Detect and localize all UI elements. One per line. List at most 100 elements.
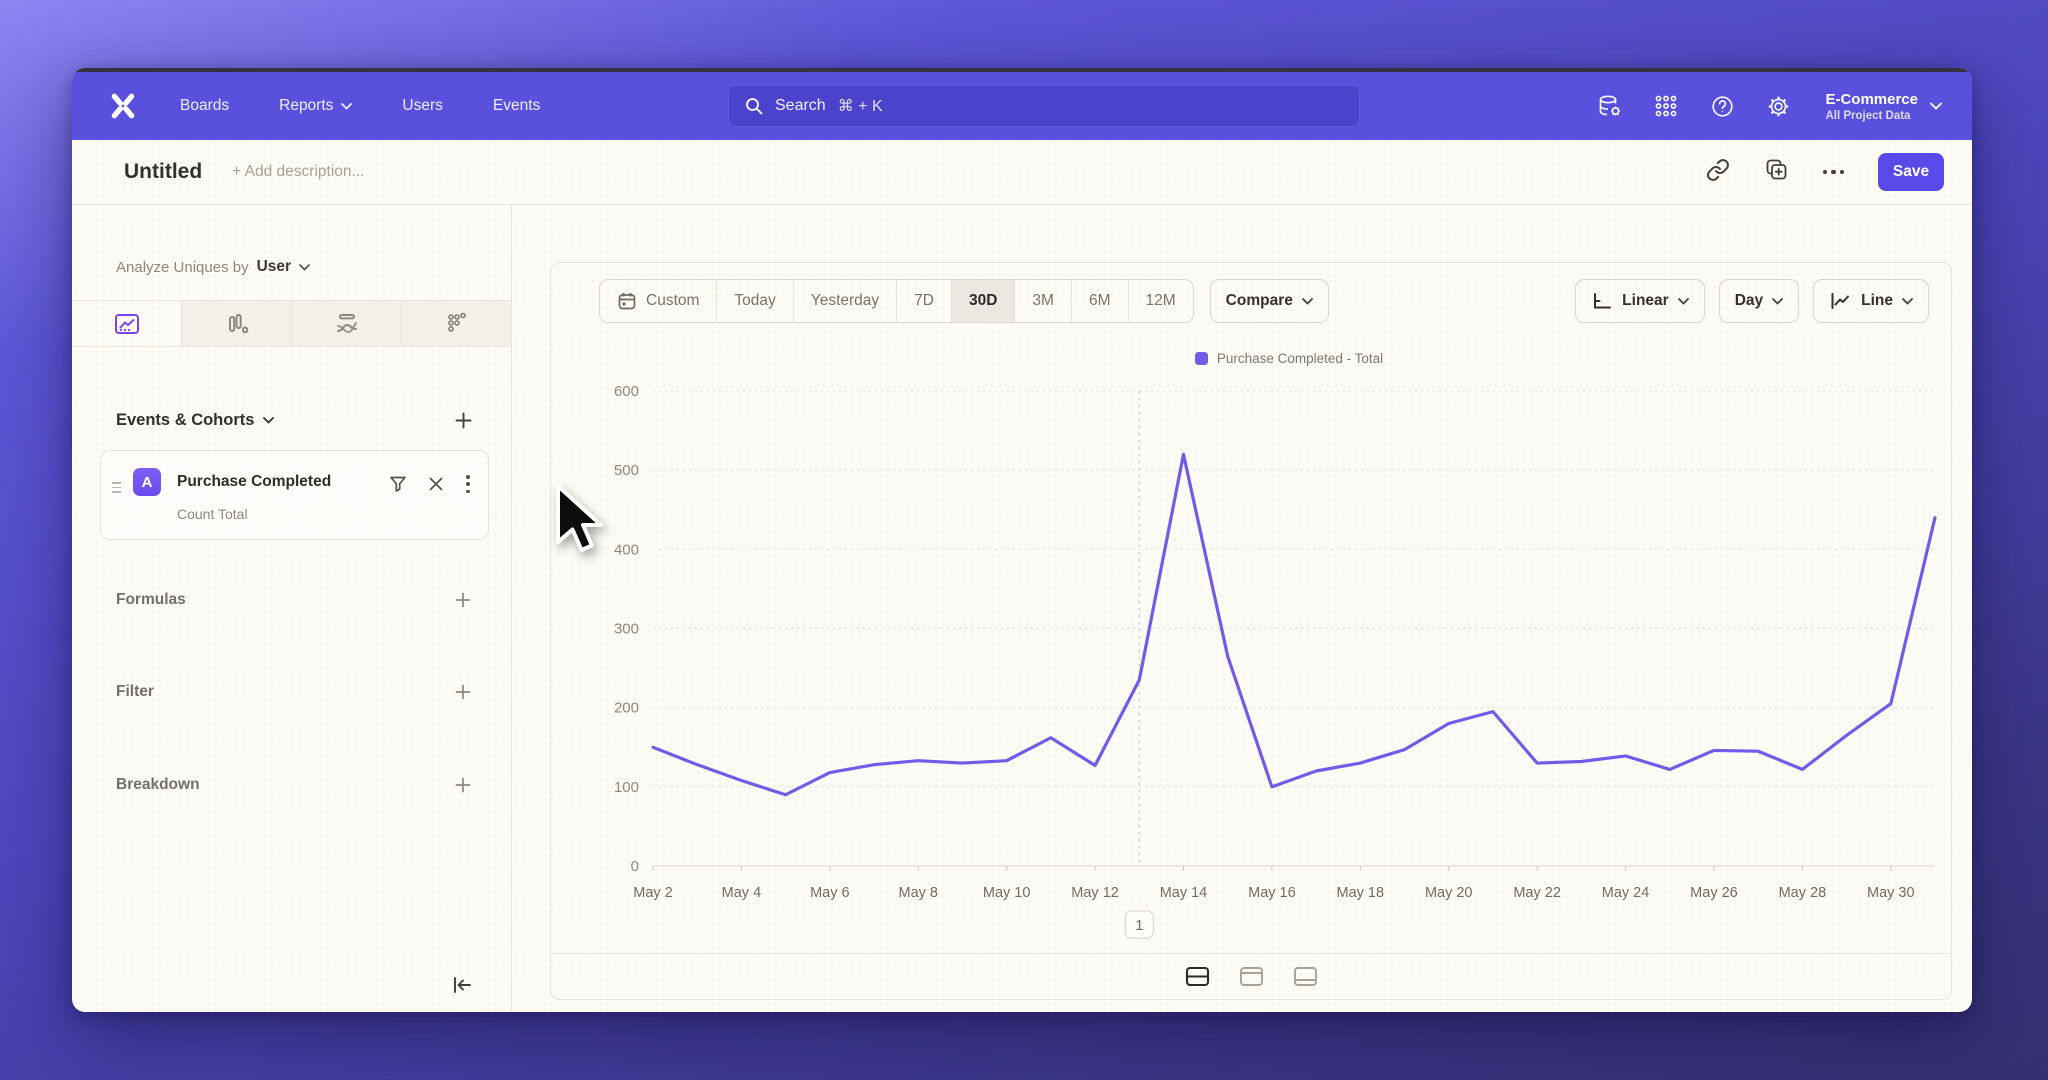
- svg-text:500: 500: [614, 462, 639, 479]
- layout-split-button[interactable]: [1177, 960, 1217, 994]
- add-event-button[interactable]: [451, 408, 475, 432]
- range-30d-selected[interactable]: 30D: [950, 280, 1015, 322]
- chevron-down-icon: [1930, 102, 1942, 110]
- chevron-down-icon: [299, 263, 310, 271]
- analyze-prefix: Analyze Uniques by: [116, 258, 249, 276]
- report-title[interactable]: Untitled: [124, 160, 203, 183]
- svg-text:300: 300: [614, 621, 639, 638]
- scale-dropdown[interactable]: Linear: [1575, 279, 1705, 323]
- remove-event-icon[interactable]: [428, 476, 444, 492]
- nav-right: E-Commerce All Project Data: [1597, 91, 1942, 122]
- filter-funnel-icon[interactable]: [388, 474, 408, 494]
- range-yesterday[interactable]: Yesterday: [792, 280, 896, 322]
- copy-link-icon[interactable]: [1706, 158, 1730, 187]
- layout-bottom-icon: [1293, 967, 1317, 986]
- formulas-label: Formulas: [116, 591, 186, 608]
- add-description-field[interactable]: + Add description...: [232, 163, 365, 180]
- chevron-down-icon: [1301, 297, 1313, 305]
- project-scope: All Project Data: [1825, 109, 1911, 122]
- nav-item-events[interactable]: Events: [492, 97, 541, 114]
- events-cohorts-header[interactable]: Events & Cohorts: [116, 411, 275, 430]
- apps-grid-icon[interactable]: [1653, 93, 1679, 119]
- query-sidebar: Analyze Uniques by User: [72, 205, 512, 1012]
- top-nav: Boards Reports Users Events Search ⌘ + K: [72, 72, 1972, 140]
- search-icon: [746, 98, 763, 115]
- chevron-down-icon: [1772, 297, 1784, 305]
- range-6m[interactable]: 6M: [1070, 280, 1128, 322]
- svg-text:May 2: May 2: [633, 885, 673, 901]
- legend-label: Purchase Completed - Total: [1216, 351, 1384, 366]
- legend-swatch: [1194, 352, 1208, 365]
- chart-type-dropdown[interactable]: Line: [1813, 279, 1929, 323]
- tab-insights-line[interactable]: [72, 301, 181, 346]
- chevron-down-icon: [1677, 297, 1689, 305]
- chart-type-tabs: [72, 300, 511, 347]
- duplicate-icon[interactable]: [1764, 157, 1789, 187]
- save-button[interactable]: Save: [1878, 153, 1944, 191]
- plus-icon: [455, 684, 471, 700]
- calendar-icon: [618, 293, 636, 310]
- layout-top-button[interactable]: [1231, 960, 1271, 994]
- svg-text:May 12: May 12: [1071, 885, 1119, 901]
- line-chart[interactable]: 0 100 200 300 400 500 600 May 2 May 4 May 6 May 8 M…: [581, 381, 1949, 941]
- chart-card: Custom Today Yesterday 7D 30D 3M 6M 12M …: [550, 262, 1952, 1000]
- add-formula-button[interactable]: [451, 588, 475, 612]
- plus-icon: [455, 592, 471, 608]
- svg-text:May 24: May 24: [1602, 885, 1650, 901]
- chevron-down-icon: [1902, 297, 1913, 305]
- svg-text:100: 100: [614, 779, 639, 796]
- report-toolbar: Untitled + Add description... Save: [72, 140, 1972, 205]
- event-row-purchase-completed[interactable]: A Purchase Completed Count Total: [100, 450, 489, 540]
- search-shortcut: ⌘ + K: [837, 98, 883, 115]
- layout-split-icon: [1185, 966, 1209, 987]
- add-breakdown-button[interactable]: [451, 773, 475, 797]
- data-management-icon[interactable]: [1597, 93, 1623, 119]
- tab-flow[interactable]: [291, 301, 401, 346]
- mixpanel-logo-icon[interactable]: [106, 91, 140, 121]
- analyze-value[interactable]: User: [256, 258, 292, 275]
- interval-dropdown[interactable]: Day: [1718, 279, 1800, 323]
- help-icon[interactable]: [1709, 93, 1735, 119]
- svg-text:May 30: May 30: [1867, 885, 1915, 901]
- search-input[interactable]: Search ⌘ + K: [728, 85, 1360, 127]
- nav-item-users[interactable]: Users: [402, 97, 443, 114]
- chart-legend: Purchase Completed - Total: [651, 351, 1927, 366]
- plus-icon: [455, 412, 471, 428]
- range-7d[interactable]: 7D: [896, 280, 951, 322]
- svg-text:May 8: May 8: [898, 885, 938, 901]
- nav-item-reports[interactable]: Reports: [279, 97, 353, 115]
- project-selector[interactable]: E-Commerce All Project Data: [1825, 91, 1942, 122]
- svg-text:0: 0: [631, 858, 639, 875]
- svg-text:May 22: May 22: [1513, 885, 1561, 901]
- event-letter-badge: A: [133, 468, 161, 496]
- tab-bar-chart[interactable]: [181, 301, 291, 346]
- collapse-sidebar-button[interactable]: [449, 972, 475, 998]
- svg-text:400: 400: [614, 541, 639, 558]
- svg-text:May 20: May 20: [1425, 885, 1473, 901]
- app-window: Boards Reports Users Events Search ⌘ + K: [72, 68, 1972, 1012]
- more-options-icon[interactable]: [1822, 169, 1844, 175]
- nav-item-boards[interactable]: Boards: [180, 97, 230, 114]
- tab-retention[interactable]: [401, 301, 511, 346]
- svg-text:600: 600: [614, 383, 639, 400]
- event-name[interactable]: Purchase Completed: [177, 473, 332, 490]
- event-more-icon[interactable]: [464, 473, 472, 495]
- settings-gear-icon[interactable]: [1765, 93, 1791, 119]
- svg-text:May 4: May 4: [722, 885, 762, 901]
- chevron-down-icon: [341, 102, 353, 110]
- add-filter-button[interactable]: [451, 680, 475, 704]
- line-chart-tab-icon: [114, 313, 139, 334]
- range-custom[interactable]: Custom: [600, 280, 716, 322]
- analyze-uniques-control[interactable]: Analyze Uniques by User: [116, 258, 310, 276]
- layout-bottom-button[interactable]: [1285, 960, 1325, 994]
- retention-dots-tab-icon: [447, 312, 466, 332]
- compare-dropdown[interactable]: Compare: [1209, 279, 1329, 323]
- range-3m[interactable]: 3M: [1014, 280, 1071, 322]
- breakdown-label: Breakdown: [116, 776, 200, 793]
- layout-switcher: [551, 953, 1951, 999]
- filter-label: Filter: [116, 683, 154, 700]
- range-12m[interactable]: 12M: [1127, 280, 1193, 322]
- event-metric[interactable]: Count Total: [177, 506, 248, 522]
- drag-handle-icon[interactable]: [112, 482, 121, 493]
- range-today[interactable]: Today: [716, 280, 792, 322]
